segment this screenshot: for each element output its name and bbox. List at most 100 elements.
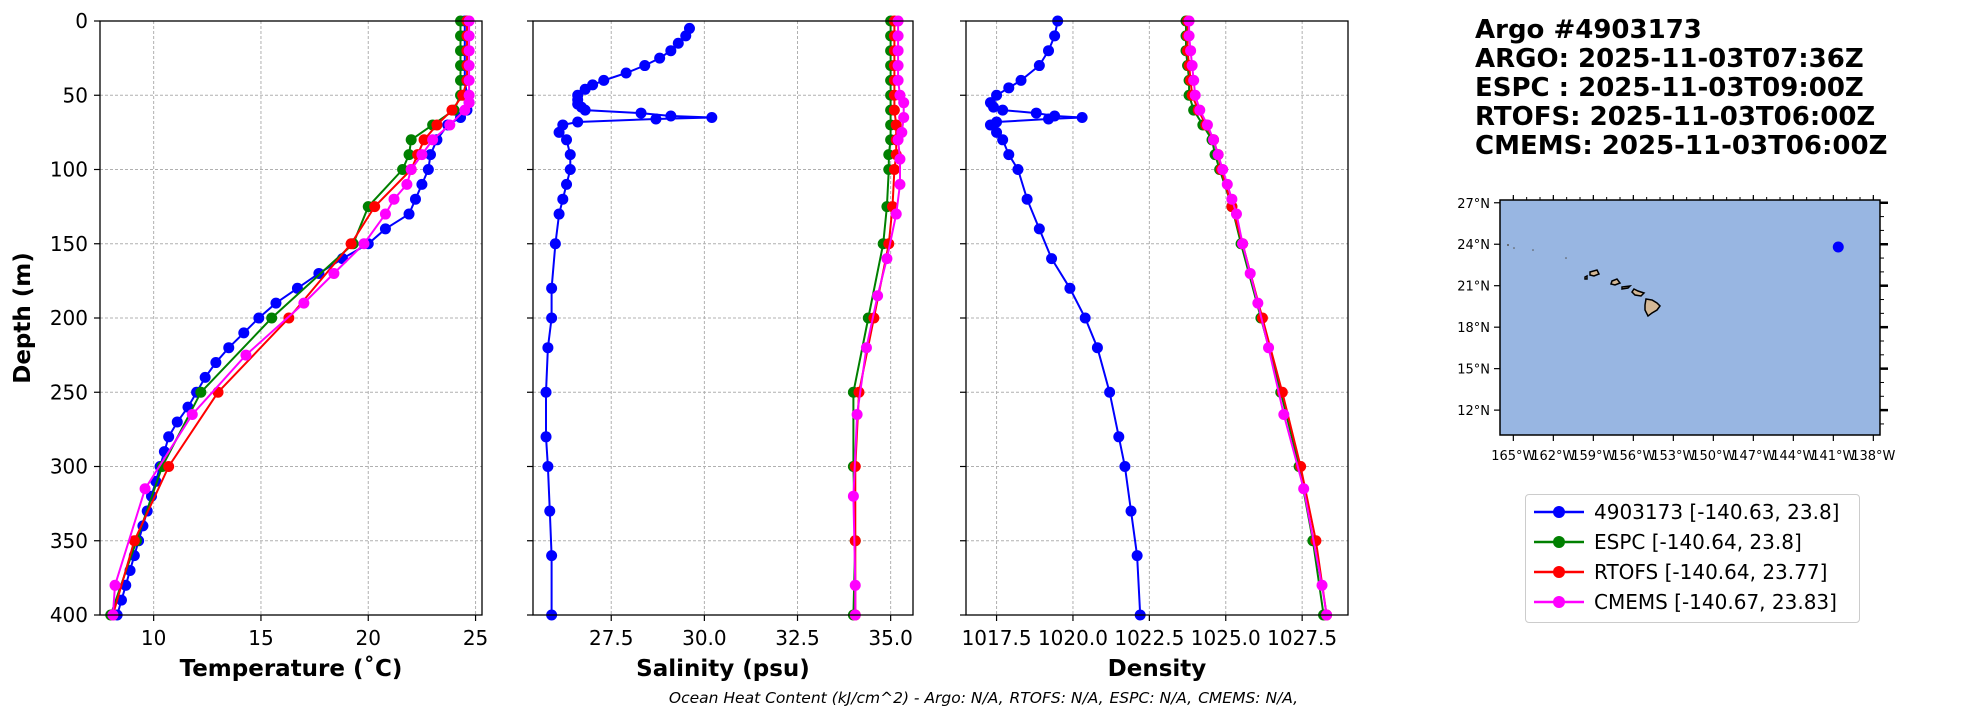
density-cmems-point bbox=[1252, 297, 1264, 309]
salinity-4903173-point bbox=[557, 193, 569, 205]
density-series-group bbox=[984, 15, 1333, 621]
density-cmems-point bbox=[1188, 74, 1200, 86]
density-panel: 1017.5 1020.0 1022.5 1025.0 1027.5 Density bbox=[960, 15, 1349, 682]
temperature-cmems-point bbox=[109, 579, 121, 591]
temperature-cmems-point bbox=[463, 45, 475, 57]
density-4903173-point bbox=[1021, 193, 1033, 205]
y-tick-label: 50 bbox=[63, 83, 88, 107]
legend-swatch-cmems bbox=[1534, 596, 1584, 608]
salinity-cmems-point bbox=[860, 342, 872, 354]
temperature-4903173-point bbox=[238, 327, 250, 339]
map-lon-label: 165°W bbox=[1491, 449, 1535, 464]
salinity-4903173-line bbox=[545, 27, 712, 615]
y-tick-label: 200 bbox=[50, 306, 88, 330]
temperature-cmems-point bbox=[427, 134, 439, 146]
density-cmems-point bbox=[1237, 238, 1249, 250]
map-lon-label: 138°W bbox=[1851, 449, 1895, 464]
salinity-x-tick-label: 27.5 bbox=[589, 626, 634, 650]
legend-label-cmems: CMEMS [-140.67, 23.83] bbox=[1594, 590, 1837, 614]
density-cmems-point bbox=[1208, 134, 1220, 146]
island-niihau bbox=[1584, 274, 1588, 280]
temperature-4903173-point bbox=[416, 178, 428, 190]
temperature-rtofs-point bbox=[418, 134, 430, 146]
salinity-4903173-point bbox=[540, 386, 552, 398]
salinity-4903173-point bbox=[635, 107, 647, 119]
temperature-rtofs-point bbox=[128, 535, 140, 547]
y-tick-label: 100 bbox=[50, 158, 88, 182]
y-tick-label: 400 bbox=[50, 603, 88, 627]
salinity-cmems-point bbox=[890, 208, 902, 220]
density-x-axis-label: Density bbox=[1108, 656, 1207, 682]
salinity-4903173-point bbox=[572, 116, 584, 128]
salinity-4903173-point bbox=[542, 461, 554, 472]
legend-label-espc: ESPC [-140.64, 23.8] bbox=[1594, 530, 1802, 554]
density-cmems-point bbox=[1226, 193, 1238, 205]
temperature-cmems-point bbox=[463, 30, 475, 42]
density-4903173-point bbox=[1104, 386, 1116, 398]
map-lat-label: 18°N bbox=[1457, 321, 1490, 336]
density-4903173-point bbox=[1049, 30, 1061, 42]
temperature-cmems-point bbox=[240, 349, 252, 361]
density-4903173-point bbox=[1015, 74, 1027, 86]
density-4903173-point bbox=[1033, 60, 1045, 72]
espc-time: ESPC : 2025-11-03T09:00Z bbox=[1475, 73, 1864, 103]
density-4903173-point bbox=[1064, 282, 1076, 294]
density-4903173-point bbox=[1131, 550, 1143, 562]
temperature-rtofs-point bbox=[431, 119, 443, 131]
temperature-cmems-point bbox=[416, 149, 428, 161]
salinity-4903173-point bbox=[654, 52, 666, 64]
density-4903173-point bbox=[1046, 253, 1058, 265]
temperature-4903173-point bbox=[223, 342, 235, 354]
map-lon-label: 159°W bbox=[1571, 449, 1615, 464]
density-x-tick-label: 1017.5 bbox=[962, 626, 1032, 650]
legend-entry-cmems: CMEMS [-140.67, 23.83] bbox=[1534, 587, 1837, 617]
temperature-4903173-point bbox=[422, 164, 434, 175]
salinity-4903173-point bbox=[546, 550, 558, 562]
salinity-cmems-point bbox=[892, 30, 904, 42]
salinity-4903173-point bbox=[561, 178, 573, 190]
temperature-x-tick-label: 10 bbox=[141, 626, 166, 650]
map-lon-label: 156°W bbox=[1611, 449, 1655, 464]
legend: 4903173 [-140.63, 23.8] ESPC [-140.64, 2… bbox=[1525, 494, 1860, 623]
salinity-cmems-point bbox=[894, 153, 906, 165]
salinity-4903173-point bbox=[564, 164, 576, 175]
salinity-4903173-point bbox=[542, 342, 554, 354]
map-ocean bbox=[1499, 199, 1881, 436]
argo-time: ARGO: 2025-11-03T07:36Z bbox=[1475, 44, 1864, 74]
salinity-cmems-point bbox=[892, 45, 904, 57]
temperature-cmems-point bbox=[298, 297, 310, 309]
density-4903173-point bbox=[991, 126, 1003, 138]
salinity-cmems-point bbox=[849, 579, 861, 591]
temperature-rtofs-point bbox=[212, 386, 224, 398]
density-cmems-point bbox=[1217, 164, 1229, 175]
temperature-x-tick-label: 25 bbox=[463, 626, 488, 650]
temperature-espc-point bbox=[403, 149, 415, 161]
caption-cmems: CMEMS: N/A, bbox=[1198, 689, 1299, 707]
temperature-x-tick-label: 20 bbox=[356, 626, 381, 650]
density-cmems-point bbox=[1263, 342, 1275, 354]
temperature-espc-point bbox=[405, 134, 417, 146]
legend-swatch-rtofs bbox=[1534, 566, 1584, 578]
density-4903173-point bbox=[1125, 505, 1137, 517]
density-cmems-point bbox=[1201, 119, 1213, 131]
temperature-cmems-point bbox=[388, 193, 400, 205]
density-cmems-point bbox=[1244, 267, 1256, 279]
salinity-4903173-point bbox=[579, 104, 591, 116]
salinity-x-tick-label: 32.5 bbox=[775, 626, 820, 650]
salinity-4903173-point bbox=[553, 208, 565, 220]
legend-label-argo: 4903173 [-140.63, 23.8] bbox=[1594, 500, 1840, 524]
salinity-4903173-point bbox=[549, 238, 561, 250]
density-4903173-point bbox=[1091, 342, 1103, 354]
y-tick-label: 0 bbox=[75, 9, 88, 33]
y-axis-label: Depth (m) bbox=[10, 252, 36, 384]
salinity-cmems-point bbox=[892, 74, 904, 86]
temperature-series-group bbox=[105, 15, 475, 621]
density-cmems-point bbox=[1278, 409, 1290, 421]
density-4903173-point bbox=[1033, 223, 1045, 235]
density-4903173-point bbox=[1079, 312, 1091, 324]
density-cmems-line bbox=[1188, 21, 1328, 616]
temperature-cmems-point bbox=[379, 208, 391, 220]
rtofs-time: RTOFS: 2025-11-03T06:00Z bbox=[1475, 102, 1876, 132]
salinity-x-tick-label: 30.0 bbox=[682, 626, 727, 650]
temperature-4903173-point bbox=[171, 416, 183, 428]
